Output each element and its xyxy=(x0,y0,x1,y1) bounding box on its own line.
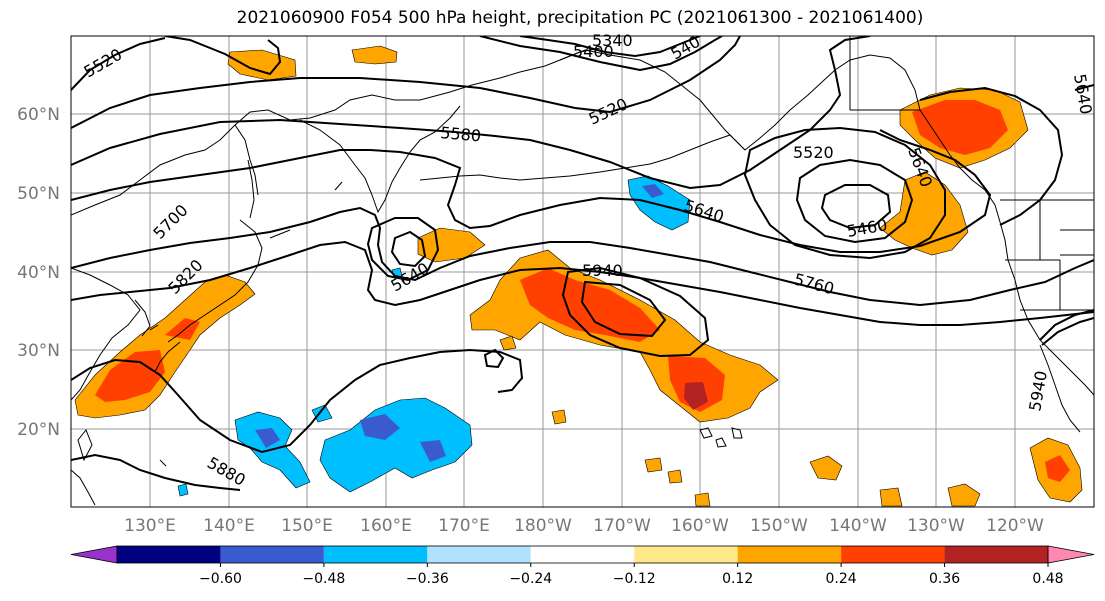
lon-label: 170°W xyxy=(593,516,651,536)
lon-label: 170°E xyxy=(438,516,490,536)
lon-label: 140°E xyxy=(203,516,255,536)
map-frame xyxy=(70,35,1095,508)
colorbar-cell xyxy=(841,546,945,563)
colorbar: −0.60 −0.48 −0.36 −0.24 −0.12 0.12 0.24 0.36 0.4… xyxy=(70,545,1095,587)
lon-label: 130°E xyxy=(124,516,176,536)
colorbar-tick-label: 0.12 xyxy=(722,571,753,587)
colorbar-cell xyxy=(530,546,635,563)
colorbar-tick-label: −0.36 xyxy=(406,571,449,587)
contour-label: 5580 xyxy=(440,123,482,145)
colorbar-cell xyxy=(70,545,118,564)
colorbar-cell xyxy=(427,546,531,563)
lon-label: 140°W xyxy=(829,516,887,536)
colorbar-tick-label: 0.24 xyxy=(826,571,857,587)
colorbar-cell xyxy=(944,546,1048,563)
lon-label: 120°W xyxy=(986,516,1044,536)
lon-label: 160°W xyxy=(671,516,729,536)
latitude-labels: 60°N 50°N 40°N 30°N 20°N xyxy=(17,105,60,440)
colorbar-tick-label: −0.24 xyxy=(509,571,552,587)
lat-label: 60°N xyxy=(17,105,60,125)
colorbar-cell xyxy=(323,546,428,563)
lon-label: 130°W xyxy=(907,516,965,536)
lat-label: 40°N xyxy=(17,263,60,283)
colorbar-cell xyxy=(737,546,842,563)
lon-label: 180°W xyxy=(514,516,572,536)
lat-label: 20°N xyxy=(17,420,60,440)
lon-label: 150°W xyxy=(750,516,808,536)
positive-anomaly-fields xyxy=(74,45,1083,507)
lat-label: 30°N xyxy=(17,341,60,361)
height-contours xyxy=(71,36,1094,491)
colorbar-tick-label: 0.36 xyxy=(929,571,960,587)
contour-label: 5940 xyxy=(582,261,623,280)
colorbar-cell xyxy=(220,546,324,563)
map-title: 2021060900 F054 500 hPa height, precipit… xyxy=(236,8,924,28)
colorbar-cell xyxy=(117,546,221,563)
colorbar-tick-label: −0.48 xyxy=(302,571,345,587)
contour-label: 5520 xyxy=(793,143,834,162)
longitude-labels: 130°E 140°E 150°E 160°E 170°E 180°W 170°… xyxy=(124,516,1044,536)
colorbar-tick-label: −0.12 xyxy=(613,571,656,587)
lon-label: 150°E xyxy=(281,516,333,536)
lon-label: 160°E xyxy=(360,516,412,536)
colorbar-tick-label: −0.60 xyxy=(199,571,242,587)
contour-label: 5400 xyxy=(573,42,614,61)
colorbar-tick-label: 0.48 xyxy=(1032,571,1063,587)
contour-label: 5340 xyxy=(592,31,633,50)
colorbar-cell xyxy=(1047,545,1095,564)
colorbar-cell xyxy=(634,546,738,563)
lat-label: 50°N xyxy=(17,184,60,204)
